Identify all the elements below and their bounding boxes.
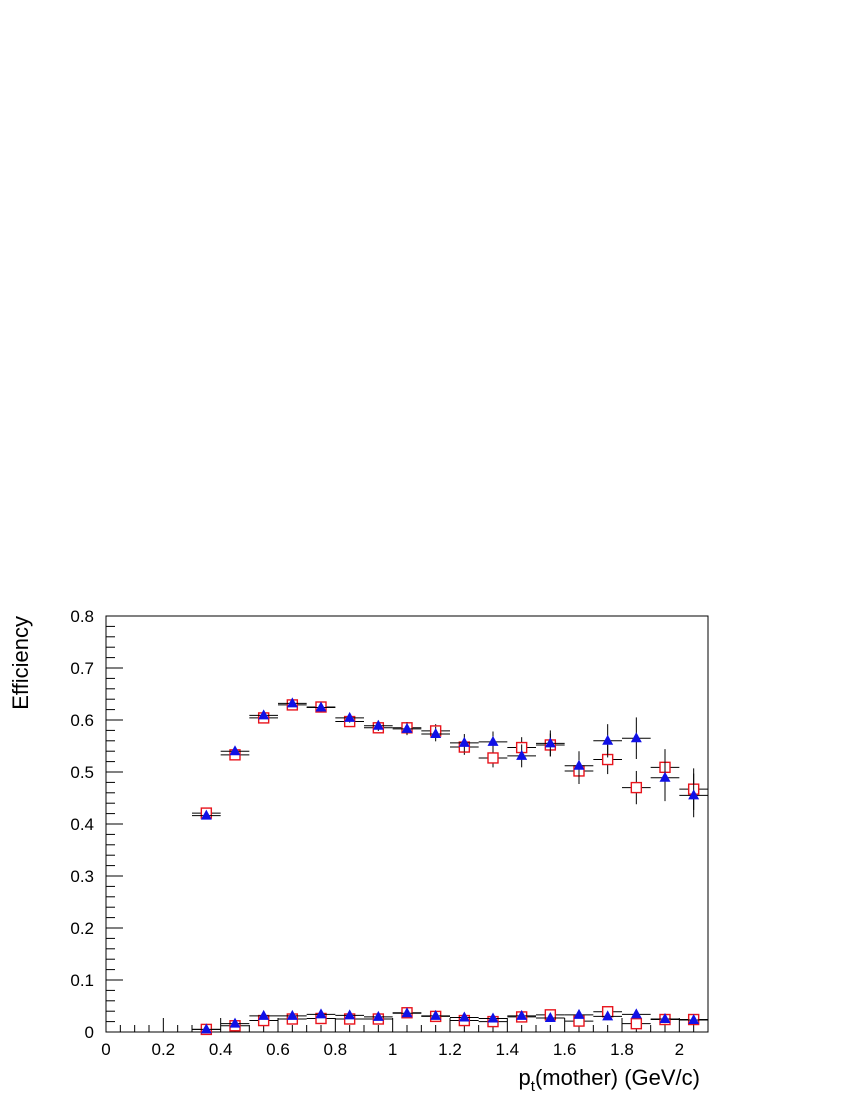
data-layer bbox=[192, 697, 708, 1036]
data-point-triangle bbox=[200, 1023, 212, 1034]
data-point-triangle bbox=[630, 1008, 642, 1019]
y-axis-title: Efficiency bbox=[8, 616, 33, 710]
data-point-triangle bbox=[372, 719, 384, 730]
data-point-triangle bbox=[487, 735, 499, 746]
data-point-triangle bbox=[487, 1012, 499, 1023]
x-tick-label: 0.4 bbox=[209, 1040, 233, 1059]
x-tick-label: 2 bbox=[675, 1040, 684, 1059]
data-point-triangle bbox=[458, 736, 470, 747]
x-tick-label: 1.2 bbox=[438, 1040, 462, 1059]
data-point-triangle bbox=[286, 1009, 298, 1020]
data-point-square bbox=[630, 781, 643, 794]
data-point-triangle bbox=[258, 1009, 270, 1020]
x-tick-label: 1.8 bbox=[610, 1040, 634, 1059]
x-tick-label: 1.6 bbox=[553, 1040, 577, 1059]
y-tick-label: 0.4 bbox=[70, 815, 94, 834]
data-point-triangle bbox=[315, 1008, 327, 1019]
data-point-square bbox=[487, 752, 499, 764]
series-1 bbox=[192, 699, 708, 819]
y-tick-label: 0 bbox=[85, 1023, 94, 1042]
data-point-triangle bbox=[630, 732, 642, 743]
data-point-triangle bbox=[544, 737, 556, 748]
x-tick-label: 0 bbox=[101, 1040, 110, 1059]
data-point-triangle bbox=[430, 1009, 442, 1020]
x-tick-label: 1 bbox=[388, 1040, 397, 1059]
data-point-triangle bbox=[573, 759, 585, 770]
data-point-triangle bbox=[200, 809, 212, 820]
data-point-triangle bbox=[229, 745, 241, 756]
data-point-triangle bbox=[659, 771, 671, 782]
data-point-triangle bbox=[602, 734, 614, 745]
data-point-square bbox=[630, 1017, 643, 1030]
series-4 bbox=[192, 1007, 708, 1034]
y-tick-label: 0.2 bbox=[70, 919, 94, 938]
data-point-triangle bbox=[516, 1009, 528, 1020]
data-point-triangle bbox=[229, 1017, 241, 1028]
data-point-triangle bbox=[544, 1011, 556, 1022]
y-tick-label: 0.5 bbox=[70, 763, 94, 782]
x-axis-title-main: p bbox=[519, 1065, 531, 1090]
y-tick-label: 0.3 bbox=[70, 867, 94, 886]
data-point-triangle bbox=[258, 709, 270, 720]
x-tick-label: 0.6 bbox=[266, 1040, 290, 1059]
y-tick-label: 0.7 bbox=[70, 659, 94, 678]
data-point-triangle bbox=[659, 1013, 671, 1023]
x-axis-title-rest: (mother) (GeV/c) bbox=[535, 1065, 700, 1090]
x-tick-label: 0.2 bbox=[152, 1040, 176, 1059]
data-point-triangle bbox=[401, 1007, 413, 1018]
data-point-triangle bbox=[688, 789, 700, 800]
data-point-triangle bbox=[688, 1014, 700, 1025]
data-point-triangle bbox=[315, 701, 327, 712]
y-tick-label: 0.8 bbox=[70, 607, 94, 626]
plot-frame bbox=[105, 615, 709, 1033]
data-point-triangle bbox=[344, 1009, 356, 1020]
x-tick-label: 0.8 bbox=[324, 1040, 348, 1059]
data-point-triangle bbox=[516, 749, 528, 760]
data-point-triangle bbox=[602, 1010, 614, 1021]
series-2 bbox=[192, 697, 708, 820]
data-point-triangle bbox=[401, 722, 413, 733]
y-tick-label: 0.6 bbox=[70, 711, 94, 730]
data-point-triangle bbox=[372, 1010, 384, 1021]
data-point-triangle bbox=[286, 697, 298, 708]
data-point-triangle bbox=[430, 728, 442, 739]
data-point-triangle bbox=[458, 1011, 470, 1022]
axes: 0 0.2 0.4 0.6 0.8 1 1.2 1.4 1.6 1.8 2 0 0.1 0.2 0.3 0.4… bbox=[70, 607, 709, 1059]
data-point-triangle bbox=[573, 1008, 585, 1019]
x-axis-title: pt(mother) (GeV/c) bbox=[519, 1065, 700, 1095]
x-tick-label: 1.4 bbox=[496, 1040, 520, 1059]
y-tick-label: 0.1 bbox=[70, 971, 94, 990]
data-point-triangle bbox=[344, 711, 356, 722]
x-axis-title-sub: t bbox=[531, 1078, 536, 1095]
